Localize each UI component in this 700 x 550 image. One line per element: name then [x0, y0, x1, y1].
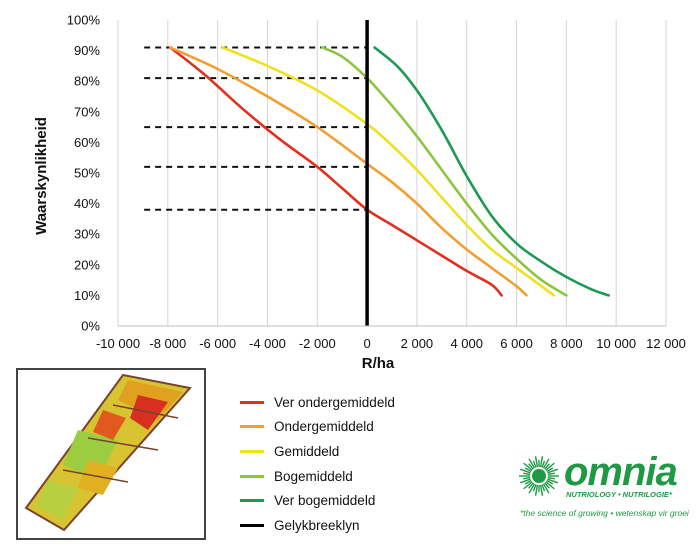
chart-legend: Ver ondergemiddeld Ondergemiddeld Gemiddel…	[240, 390, 395, 538]
logo-tagline: *the science of growing • wetenskap vir …	[520, 508, 689, 518]
y-tick-label: 0%	[81, 319, 100, 334]
sunburst-ray	[524, 479, 532, 485]
sunburst-ray	[523, 462, 533, 471]
sunburst-ray	[539, 484, 544, 496]
x-tick-label: 2 000	[401, 336, 434, 351]
sunburst-ray	[523, 476, 531, 480]
x-axis-title: R/ha	[362, 355, 395, 370]
sunburst-ray	[519, 478, 531, 484]
sunburst-ray	[532, 484, 537, 492]
legend-label: Ver bogemiddeld	[274, 493, 376, 509]
series-line	[321, 46, 568, 297]
omnia-logo: omnia NUTRIOLOGY • NUTRILOGIE* *the scie…	[514, 452, 694, 522]
sunburst-ray	[545, 481, 555, 490]
x-tick-label: -2 000	[299, 336, 336, 351]
sunburst-ray	[544, 463, 550, 470]
legend-label: Gemiddeld	[274, 443, 340, 459]
y-tick-label: 10%	[74, 288, 100, 303]
x-tick-label: 8 000	[550, 336, 583, 351]
sunburst-ray	[534, 484, 539, 496]
legend-item: Gelykbreeklyn	[240, 513, 395, 538]
x-tick-label: 0	[363, 336, 370, 351]
logo-subline: NUTRIOLOGY • NUTRILOGIE*	[566, 490, 672, 499]
legend-swatch	[240, 474, 264, 478]
sunburst-ray	[547, 472, 555, 476]
sunburst-ray	[532, 460, 537, 468]
legend-item: Ver ondergemiddeld	[240, 390, 395, 415]
legend-item: Gemiddeld	[240, 439, 395, 464]
sunburst-ray	[519, 468, 531, 474]
x-tick-label: 12 000	[646, 336, 686, 351]
x-tick-labels: -10 000 -8 000 -6 000 -4 000 -2 000 0 2 000 4 0…	[96, 336, 686, 351]
y-tick-label: 90%	[74, 43, 100, 58]
sunburst-ray	[539, 456, 544, 468]
sunburst-ray	[542, 483, 550, 494]
x-tick-label: -8 000	[149, 336, 186, 351]
legend-label: Ondergemiddeld	[274, 419, 374, 435]
y-tick-label: 80%	[74, 74, 100, 89]
sunburst-ray	[546, 479, 554, 485]
sunburst-ray	[528, 483, 536, 494]
sunburst-ray	[547, 468, 559, 474]
sunburst-ray	[544, 482, 550, 489]
sunburst-ray	[546, 467, 554, 473]
dashed-reference-lines	[144, 46, 368, 211]
sunburst-ray	[542, 458, 550, 469]
legend-swatch	[240, 499, 264, 503]
series-line	[221, 46, 556, 297]
sunburst-ray	[541, 460, 546, 468]
sunburst-ray	[541, 484, 546, 492]
sunburst-logo-icon	[519, 456, 559, 496]
legend-label: Ver ondergemiddeld	[274, 394, 395, 410]
field-map-image	[24, 373, 192, 532]
sunburst-ray	[528, 482, 534, 489]
legend-item: Ondergemiddeld	[240, 415, 395, 440]
legend-label: Bogemiddeld	[274, 468, 353, 484]
probability-chart: 0% 10% 20% 30% 40% 50% 60% 70% 80% 90% 100% -10 00…	[33, 13, 686, 371]
x-tick-label: 6 000	[500, 336, 533, 351]
y-tick-label: 30%	[74, 227, 100, 242]
y-tick-labels: 0% 10% 20% 30% 40% 50% 60% 70% 80% 90% 100%	[67, 13, 101, 334]
legend-item: Ver bogemiddeld	[240, 488, 395, 513]
y-tick-label: 20%	[74, 257, 100, 272]
x-tick-label: 10 000	[596, 336, 636, 351]
field-map-thumbnail	[16, 368, 206, 540]
y-tick-label: 100%	[67, 13, 101, 28]
legend-swatch	[240, 400, 264, 404]
y-tick-label: 40%	[74, 196, 100, 211]
sunburst-ray	[523, 472, 531, 476]
legend-swatch	[240, 449, 264, 453]
legend-item: Bogemiddeld	[240, 464, 395, 489]
series-line	[169, 46, 528, 297]
sunburst-ray	[524, 467, 532, 473]
legend-swatch	[240, 523, 264, 527]
logo-wordmark: omnia	[564, 450, 678, 494]
x-tick-label: -6 000	[199, 336, 236, 351]
y-tick-label: 70%	[74, 104, 100, 119]
legend-swatch	[240, 425, 264, 429]
sunburst-ray	[547, 478, 559, 484]
sunburst-ray	[545, 462, 555, 471]
x-tick-label: 4 000	[450, 336, 483, 351]
series-line	[169, 46, 503, 297]
sunburst-ray	[523, 481, 533, 490]
legend-label: Gelykbreeklyn	[274, 517, 360, 533]
y-axis-title: Waarskynlikheid	[33, 117, 50, 235]
y-tick-label: 50%	[74, 166, 100, 181]
chart-grid	[117, 20, 667, 326]
x-tick-label: -10 000	[96, 336, 140, 351]
series-lines	[169, 20, 610, 326]
sunburst-ray	[547, 476, 555, 480]
sunburst-ray	[528, 463, 534, 470]
x-tick-label: -4 000	[249, 336, 286, 351]
sunburst-ray	[534, 456, 539, 468]
sunburst-ray	[528, 458, 536, 469]
series-line	[373, 46, 610, 297]
y-tick-label: 60%	[74, 135, 100, 150]
